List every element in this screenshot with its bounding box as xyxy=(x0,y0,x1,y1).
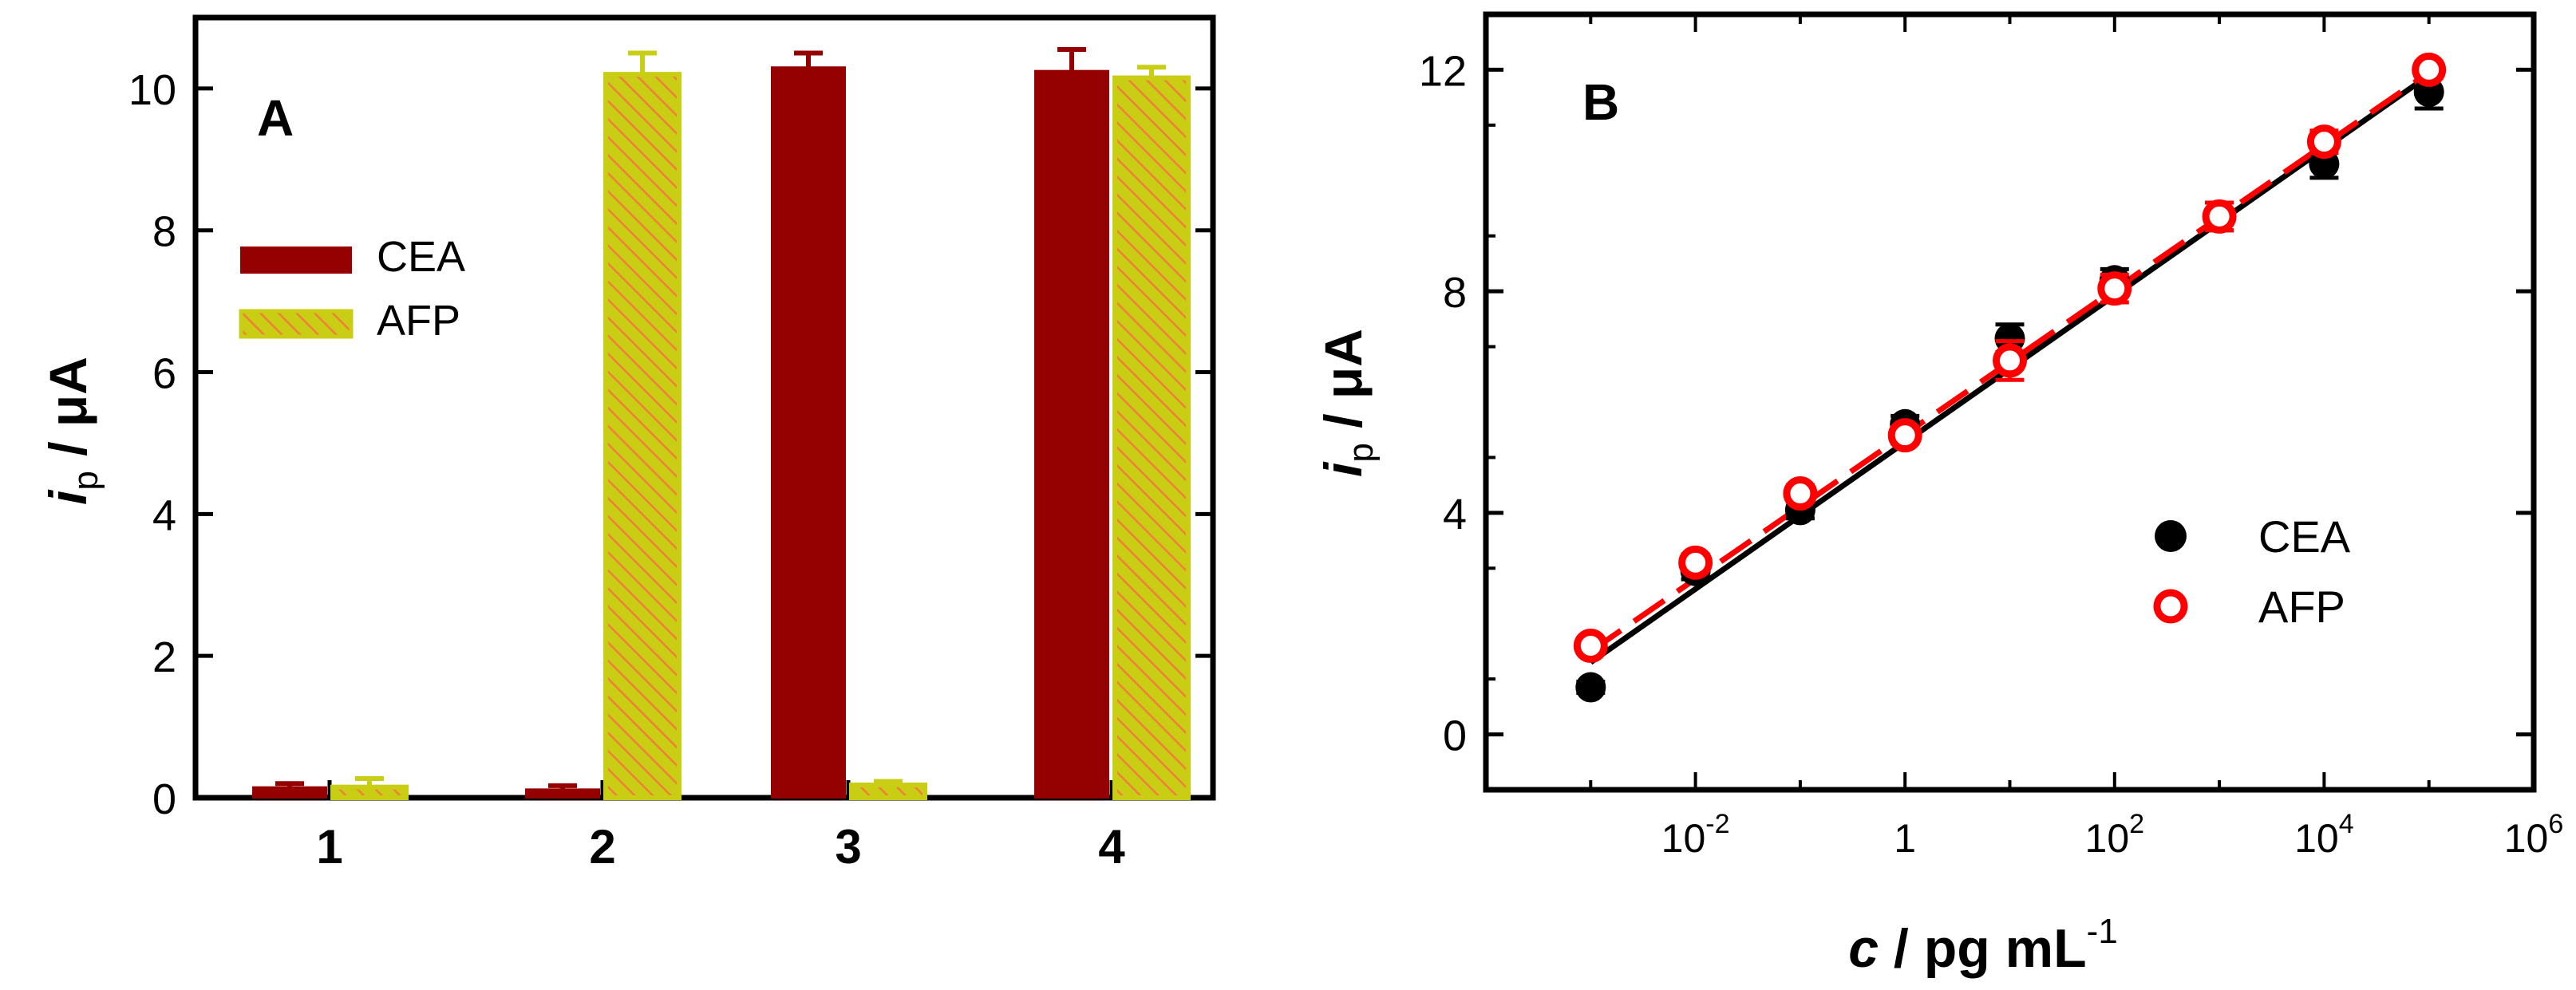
x-axis-label-b: c / pg mL-1 xyxy=(1848,912,2118,979)
point-cea xyxy=(1575,672,1606,703)
plot-b xyxy=(1573,52,2447,703)
x-tick-label-b: 106 xyxy=(2504,809,2564,861)
legend-label: CEA xyxy=(377,233,465,281)
x-tick-label-b: 102 xyxy=(2085,809,2145,861)
legend-marker-afp xyxy=(2153,589,2188,624)
point-afp xyxy=(1573,628,1608,663)
y-tick-label-b: 4 xyxy=(1443,491,1467,538)
y-tick-label-b: 12 xyxy=(1419,47,1467,95)
point-afp xyxy=(2202,199,2237,234)
x-tick-label-a: 3 xyxy=(835,820,861,874)
point-afp xyxy=(1783,476,1818,511)
bar-cea xyxy=(252,786,327,799)
plot-frame-b xyxy=(1483,11,2537,793)
y-axis-label-b: ip / μA xyxy=(1314,329,1381,477)
legend-b: CEA AFP xyxy=(2153,511,2351,632)
panel-label-b: B xyxy=(1582,73,1619,131)
x-tick-label-a: 1 xyxy=(316,820,342,874)
legend-label: CEA xyxy=(2258,511,2351,562)
bar-afp xyxy=(1112,75,1191,800)
point-afp xyxy=(2412,52,2447,87)
legend-label: AFP xyxy=(377,297,460,345)
y-tick-label-a: 8 xyxy=(152,208,176,256)
point-afp xyxy=(2097,271,2132,306)
x-tick-label-b: 104 xyxy=(2294,809,2354,861)
plot-frame-a xyxy=(192,14,1216,801)
y-tick-label-b: 8 xyxy=(1443,269,1467,317)
point-afp xyxy=(1993,343,2027,378)
y-axis-label-a: ip / μA xyxy=(38,357,105,505)
legend-swatch-afp xyxy=(239,309,354,339)
axes-b: 0 4 8 12 10-2 1 102 104 106 xyxy=(1419,11,2564,861)
point-afp xyxy=(1678,545,1713,580)
point-afp xyxy=(2306,124,2341,160)
bar-afp xyxy=(330,784,409,800)
y-tick-label-a: 10 xyxy=(128,66,176,114)
legend-swatch-cea xyxy=(240,247,352,274)
x-tick-label-b: 10-2 xyxy=(1661,809,1730,861)
y-tick-label-b: 0 xyxy=(1443,712,1467,760)
bar-cea xyxy=(771,66,846,799)
panel-label-a: A xyxy=(257,89,294,147)
chart-panel-b: 0 4 8 12 10-2 1 102 104 106 CEA AFP B ip / μA c /… xyxy=(1314,11,2564,979)
bar-afp xyxy=(603,72,682,801)
y-tick-label-a: 0 xyxy=(152,775,176,823)
bar-cea xyxy=(1034,69,1109,799)
point-afp xyxy=(1887,418,1922,453)
bars-a xyxy=(252,47,1191,801)
y-tick-label-a: 6 xyxy=(152,350,176,398)
y-tick-label-a: 4 xyxy=(152,491,176,539)
y-tick-label-a: 2 xyxy=(152,633,176,681)
legend-label: AFP xyxy=(2258,582,2345,632)
x-tick-label-a: 4 xyxy=(1098,820,1125,874)
legend-marker-cea xyxy=(2155,520,2187,552)
legend-a: CEA AFP xyxy=(239,233,465,345)
x-tick-label-a: 2 xyxy=(589,820,615,874)
x-tick-label-b: 1 xyxy=(1894,816,1916,861)
bar-cea xyxy=(525,788,600,799)
bar-afp xyxy=(849,782,927,800)
